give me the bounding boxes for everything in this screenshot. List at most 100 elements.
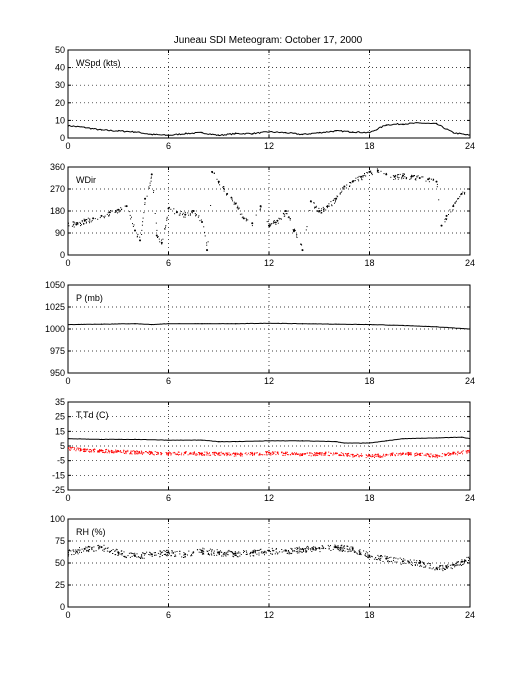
y-tick-label: -25 (52, 485, 65, 495)
obs-dot (283, 213, 285, 215)
obs-dot (115, 548, 117, 550)
obs-dot (371, 456, 373, 458)
obs-dot (254, 452, 256, 454)
obs-dot (141, 452, 143, 454)
obs-dot (423, 566, 425, 568)
obs-dot (257, 549, 259, 551)
obs-dot (138, 451, 140, 453)
obs-dot (458, 452, 460, 454)
obs-dot (383, 173, 385, 175)
obs-dot (288, 551, 289, 553)
obs-dot (201, 553, 203, 555)
obs-dot (134, 554, 136, 556)
obs-dot (141, 451, 143, 453)
data-point (167, 134, 170, 136)
obs-dot (340, 546, 342, 548)
data-point (469, 438, 470, 440)
obs-dot (362, 175, 364, 177)
obs-dot (363, 550, 365, 552)
obs-dot (300, 549, 302, 551)
obs-dot (144, 202, 146, 204)
obs-dot (369, 556, 371, 558)
obs-dot (172, 452, 174, 454)
obs-dot (107, 212, 109, 214)
obs-dot (132, 223, 133, 225)
obs-dot (456, 200, 457, 202)
data-point (217, 452, 220, 455)
obs-dot (410, 454, 412, 456)
obs-dot (204, 231, 206, 233)
obs-dot (83, 222, 85, 224)
obs-dot (384, 555, 386, 557)
obs-dot (119, 210, 121, 212)
obs-dot (154, 554, 156, 556)
y-tick-label: 180 (50, 206, 65, 216)
obs-dot (333, 546, 335, 548)
obs-dot (448, 452, 450, 454)
obs-dot (173, 552, 174, 554)
obs-dot (113, 452, 114, 454)
obs-dot (80, 225, 81, 227)
obs-dot (397, 558, 399, 560)
obs-dot (117, 554, 119, 556)
y-tick-label: 0 (60, 250, 65, 260)
obs-dot (87, 546, 89, 548)
obs-dot (231, 551, 233, 552)
obs-dot (150, 552, 151, 554)
obs-dot (410, 452, 412, 454)
obs-dot (406, 452, 408, 454)
obs-dot (433, 179, 435, 181)
obs-dot (171, 550, 173, 552)
obs-dot (311, 453, 313, 455)
obs-dot (111, 451, 113, 453)
obs-dot (444, 568, 446, 570)
obs-dot (149, 184, 151, 186)
obs-dot (458, 564, 460, 566)
obs-dot (394, 174, 396, 176)
obs-dot (87, 550, 89, 552)
obs-dot (240, 454, 242, 456)
obs-dot (343, 545, 345, 547)
obs-dot (236, 556, 238, 558)
obs-dot (298, 552, 300, 554)
obs-dot (444, 218, 446, 220)
obs-dot (360, 455, 362, 457)
obs-dot (209, 454, 211, 456)
obs-dot (354, 455, 356, 457)
obs-dot (428, 454, 430, 456)
obs-dot (323, 454, 325, 456)
series-group (68, 322, 470, 330)
obs-dot (408, 453, 410, 455)
obs-dot (361, 178, 362, 180)
data-point (301, 440, 304, 442)
obs-dot (240, 554, 242, 555)
obs-dot (340, 548, 342, 550)
obs-dot (335, 545, 337, 547)
obs-dot (322, 206, 324, 208)
obs-dot (233, 453, 235, 454)
obs-dot (99, 450, 100, 452)
obs-dot (419, 561, 421, 563)
obs-dot (253, 550, 255, 552)
obs-dot (266, 221, 268, 223)
obs-dot (419, 560, 420, 561)
obs-dot (227, 554, 229, 556)
obs-dot (118, 553, 119, 555)
obs-dot (468, 451, 470, 453)
obs-dot (146, 551, 148, 553)
obs-dot (424, 454, 426, 456)
obs-dot (120, 550, 122, 552)
obs-dot (340, 192, 342, 193)
obs-dot (233, 556, 235, 558)
obs-dot (150, 177, 152, 179)
obs-dot (161, 243, 163, 245)
obs-dot (106, 213, 108, 215)
obs-dot (286, 213, 288, 215)
obs-dot (362, 175, 364, 177)
obs-dot (159, 241, 161, 243)
obs-dot (71, 225, 73, 227)
obs-dot (321, 212, 323, 214)
obs-dot (334, 202, 335, 204)
obs-dot (285, 213, 287, 215)
